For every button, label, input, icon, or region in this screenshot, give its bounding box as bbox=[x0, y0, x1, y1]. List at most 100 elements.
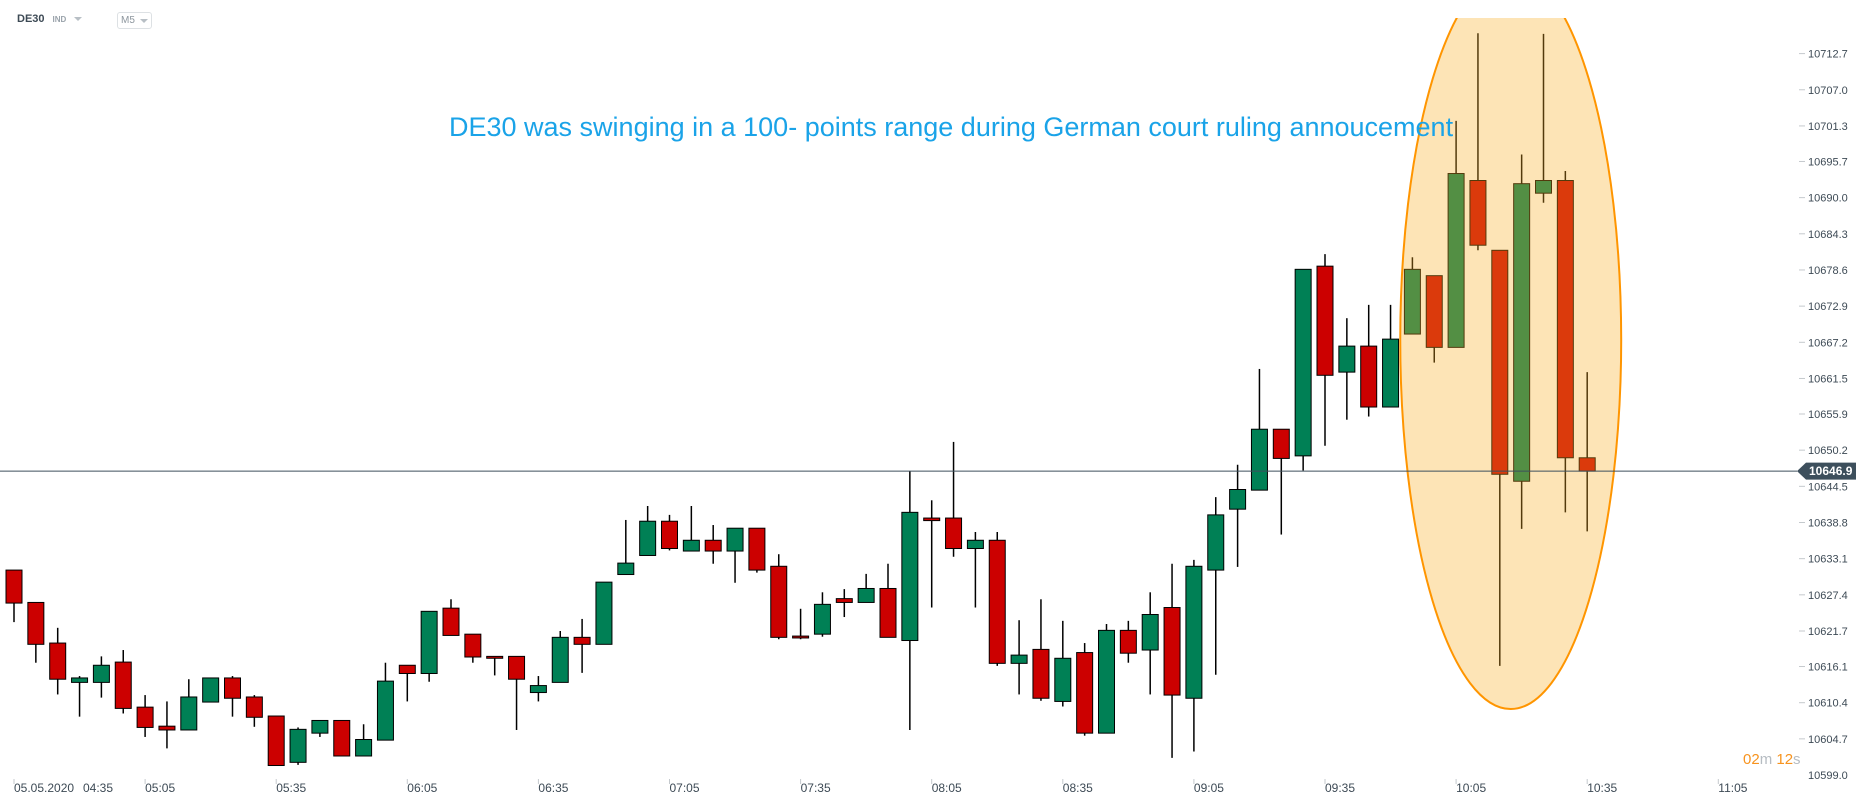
candle-up[interactable] bbox=[1513, 154, 1531, 529]
candle-up[interactable] bbox=[1250, 368, 1268, 491]
candle-down[interactable] bbox=[114, 650, 132, 714]
candle-down[interactable] bbox=[27, 601, 45, 663]
candle-down[interactable] bbox=[49, 627, 67, 695]
candle-body bbox=[879, 587, 897, 638]
candle-up[interactable] bbox=[1447, 120, 1465, 348]
candle-down[interactable] bbox=[1578, 372, 1596, 532]
candle-body bbox=[71, 677, 89, 683]
candle-down[interactable] bbox=[661, 514, 678, 551]
candle-down[interactable] bbox=[267, 715, 285, 767]
candle-body bbox=[835, 598, 853, 603]
candle-down[interactable] bbox=[748, 527, 766, 573]
candle-up[interactable] bbox=[1141, 592, 1159, 695]
candle-down[interactable] bbox=[1360, 304, 1378, 417]
y-tick-label: 10661.5 bbox=[1808, 373, 1848, 385]
candle-up[interactable] bbox=[639, 505, 657, 556]
candle-up[interactable] bbox=[726, 527, 744, 583]
candle-body bbox=[1491, 249, 1509, 475]
candle-down[interactable] bbox=[1491, 249, 1509, 666]
candle-down[interactable] bbox=[464, 633, 482, 663]
candle-down[interactable] bbox=[923, 500, 941, 608]
candle-up[interactable] bbox=[1207, 497, 1225, 675]
candle-down[interactable] bbox=[442, 599, 460, 636]
candle-body bbox=[1054, 657, 1072, 702]
candle-down[interactable] bbox=[333, 719, 351, 757]
candle-down[interactable] bbox=[1316, 254, 1334, 446]
candle-up[interactable] bbox=[289, 727, 307, 765]
candle-down[interactable] bbox=[1032, 599, 1050, 701]
candle-down[interactable] bbox=[573, 618, 591, 673]
candle-up[interactable] bbox=[1535, 33, 1552, 203]
candle-up[interactable] bbox=[420, 610, 438, 682]
candle-down[interactable] bbox=[945, 441, 963, 557]
candle-down[interactable] bbox=[835, 589, 853, 618]
candle-down[interactable] bbox=[508, 655, 526, 730]
candle-down[interactable] bbox=[136, 695, 154, 737]
candle-up[interactable] bbox=[966, 532, 984, 608]
candle-down[interactable] bbox=[879, 563, 897, 638]
candle-down[interactable] bbox=[770, 554, 788, 640]
candle-down[interactable] bbox=[792, 608, 810, 640]
candle-down[interactable] bbox=[1469, 33, 1487, 251]
candle-up[interactable] bbox=[595, 581, 613, 645]
candle-body bbox=[1382, 338, 1400, 408]
candle-up[interactable] bbox=[551, 630, 569, 683]
candle-down[interactable] bbox=[5, 569, 23, 623]
candle-up[interactable] bbox=[1403, 257, 1421, 335]
candle-up[interactable] bbox=[682, 505, 700, 552]
candle-up[interactable] bbox=[1054, 620, 1072, 707]
candle-up[interactable] bbox=[1185, 559, 1203, 752]
candle-body bbox=[180, 696, 198, 731]
candle-down[interactable] bbox=[704, 525, 722, 564]
candle-up[interactable] bbox=[813, 592, 831, 637]
timeframe-dropdown[interactable]: M5 bbox=[117, 12, 152, 29]
candle-down[interactable] bbox=[1119, 620, 1137, 663]
candle-down[interactable] bbox=[1076, 643, 1094, 736]
candle-down[interactable] bbox=[1163, 563, 1181, 758]
candle-body bbox=[114, 661, 132, 709]
candle-body bbox=[1316, 265, 1334, 376]
candle-up[interactable] bbox=[1382, 304, 1400, 408]
candle-up[interactable] bbox=[1098, 624, 1115, 734]
candle-down[interactable] bbox=[245, 695, 263, 727]
candle-body bbox=[49, 642, 67, 680]
candle-down[interactable] bbox=[486, 655, 504, 676]
candle-body bbox=[1098, 629, 1115, 734]
candle-up[interactable] bbox=[355, 724, 373, 757]
candle-body bbox=[529, 685, 547, 694]
price-axis[interactable]: 10712.7 10707.0 10701.3 10695.7 10690.0 10684… bbox=[1799, 49, 1848, 782]
candle-body bbox=[551, 636, 569, 683]
candle-down[interactable] bbox=[988, 532, 1006, 666]
candle-up[interactable] bbox=[617, 519, 635, 576]
candle-up[interactable] bbox=[376, 662, 394, 741]
candle-down[interactable] bbox=[224, 676, 241, 717]
candle-body bbox=[1535, 180, 1552, 194]
candle-up[interactable] bbox=[1294, 268, 1312, 471]
candle-body bbox=[1250, 428, 1268, 491]
candle-up[interactable] bbox=[1010, 620, 1028, 695]
y-tick-label: 10672.9 bbox=[1808, 301, 1848, 313]
candle-up[interactable] bbox=[529, 676, 547, 702]
chart-annotation: DE30 was swinging in a 100- points range… bbox=[449, 112, 1454, 142]
candle-up[interactable] bbox=[901, 471, 919, 730]
chevron-down-icon[interactable] bbox=[74, 17, 83, 21]
candle-up[interactable] bbox=[180, 679, 198, 731]
candle-up[interactable] bbox=[1229, 464, 1247, 567]
candle-body bbox=[1360, 345, 1378, 408]
candle-body bbox=[945, 517, 963, 550]
candle-down[interactable] bbox=[1425, 275, 1443, 363]
candle-up[interactable] bbox=[1338, 318, 1356, 420]
time-axis[interactable]: 05.05.2020 04:35 05:05 05:35 06:05 06:35 07:05… bbox=[13, 779, 1748, 795]
candle-down[interactable] bbox=[158, 701, 176, 749]
instrument-selector[interactable]: DE30 IND bbox=[17, 13, 83, 25]
candle-up[interactable] bbox=[311, 719, 329, 737]
candle-down[interactable] bbox=[1272, 428, 1290, 535]
candle-up[interactable] bbox=[202, 677, 220, 703]
candle-up[interactable] bbox=[71, 676, 89, 717]
candle-down[interactable] bbox=[1556, 170, 1574, 513]
candle-down[interactable] bbox=[398, 664, 416, 702]
candle-up[interactable] bbox=[857, 573, 875, 603]
candle-up[interactable] bbox=[92, 656, 110, 698]
candle-body bbox=[573, 636, 591, 645]
